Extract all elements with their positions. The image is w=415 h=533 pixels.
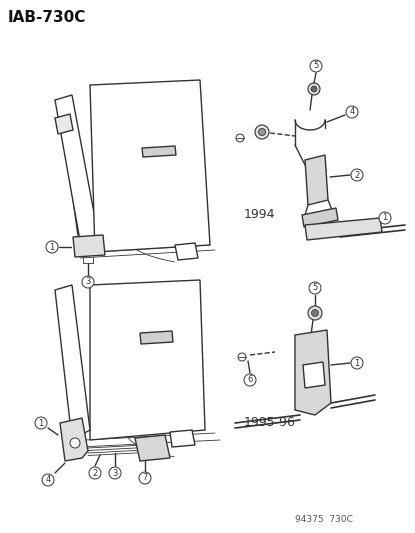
- Circle shape: [351, 357, 363, 369]
- Polygon shape: [55, 285, 90, 440]
- Text: 3: 3: [85, 278, 91, 287]
- Text: 1994: 1994: [244, 208, 276, 222]
- Circle shape: [35, 417, 47, 429]
- Circle shape: [311, 86, 317, 92]
- Circle shape: [309, 282, 321, 294]
- Text: 5: 5: [312, 284, 317, 293]
- Circle shape: [89, 467, 101, 479]
- Polygon shape: [73, 235, 105, 257]
- Circle shape: [70, 438, 80, 448]
- Circle shape: [346, 106, 358, 118]
- Polygon shape: [55, 114, 73, 134]
- Circle shape: [244, 374, 256, 386]
- Text: 1: 1: [49, 243, 55, 252]
- Circle shape: [255, 125, 269, 139]
- Circle shape: [139, 472, 151, 484]
- Text: 3: 3: [112, 469, 118, 478]
- Text: 4: 4: [349, 108, 355, 117]
- Circle shape: [259, 128, 266, 135]
- Circle shape: [308, 306, 322, 320]
- Polygon shape: [175, 243, 198, 260]
- Text: 94375  730C: 94375 730C: [295, 515, 353, 524]
- Circle shape: [351, 169, 363, 181]
- Polygon shape: [60, 418, 88, 461]
- Polygon shape: [170, 430, 195, 447]
- Polygon shape: [305, 218, 382, 240]
- Circle shape: [109, 467, 121, 479]
- Polygon shape: [90, 80, 210, 252]
- Polygon shape: [55, 95, 100, 252]
- Text: 1: 1: [382, 214, 388, 222]
- Text: 7: 7: [142, 473, 148, 482]
- Circle shape: [46, 241, 58, 253]
- Text: 5: 5: [313, 61, 319, 70]
- Circle shape: [379, 212, 391, 224]
- Text: 6: 6: [247, 376, 253, 384]
- Polygon shape: [302, 208, 338, 227]
- Text: 1: 1: [38, 418, 44, 427]
- Text: 2: 2: [354, 171, 360, 180]
- Polygon shape: [140, 331, 173, 344]
- Circle shape: [42, 474, 54, 486]
- Polygon shape: [303, 362, 325, 388]
- Polygon shape: [295, 330, 331, 415]
- Circle shape: [312, 310, 318, 317]
- Circle shape: [310, 60, 322, 72]
- Text: 4: 4: [45, 475, 51, 484]
- Polygon shape: [90, 280, 205, 440]
- Text: IAB-730C: IAB-730C: [8, 11, 86, 26]
- Text: 1995-96: 1995-96: [244, 416, 296, 430]
- Circle shape: [82, 276, 94, 288]
- Polygon shape: [142, 146, 176, 157]
- Polygon shape: [135, 435, 170, 461]
- Polygon shape: [305, 155, 328, 205]
- Text: 1: 1: [354, 359, 360, 367]
- Text: 2: 2: [93, 469, 98, 478]
- Circle shape: [308, 83, 320, 95]
